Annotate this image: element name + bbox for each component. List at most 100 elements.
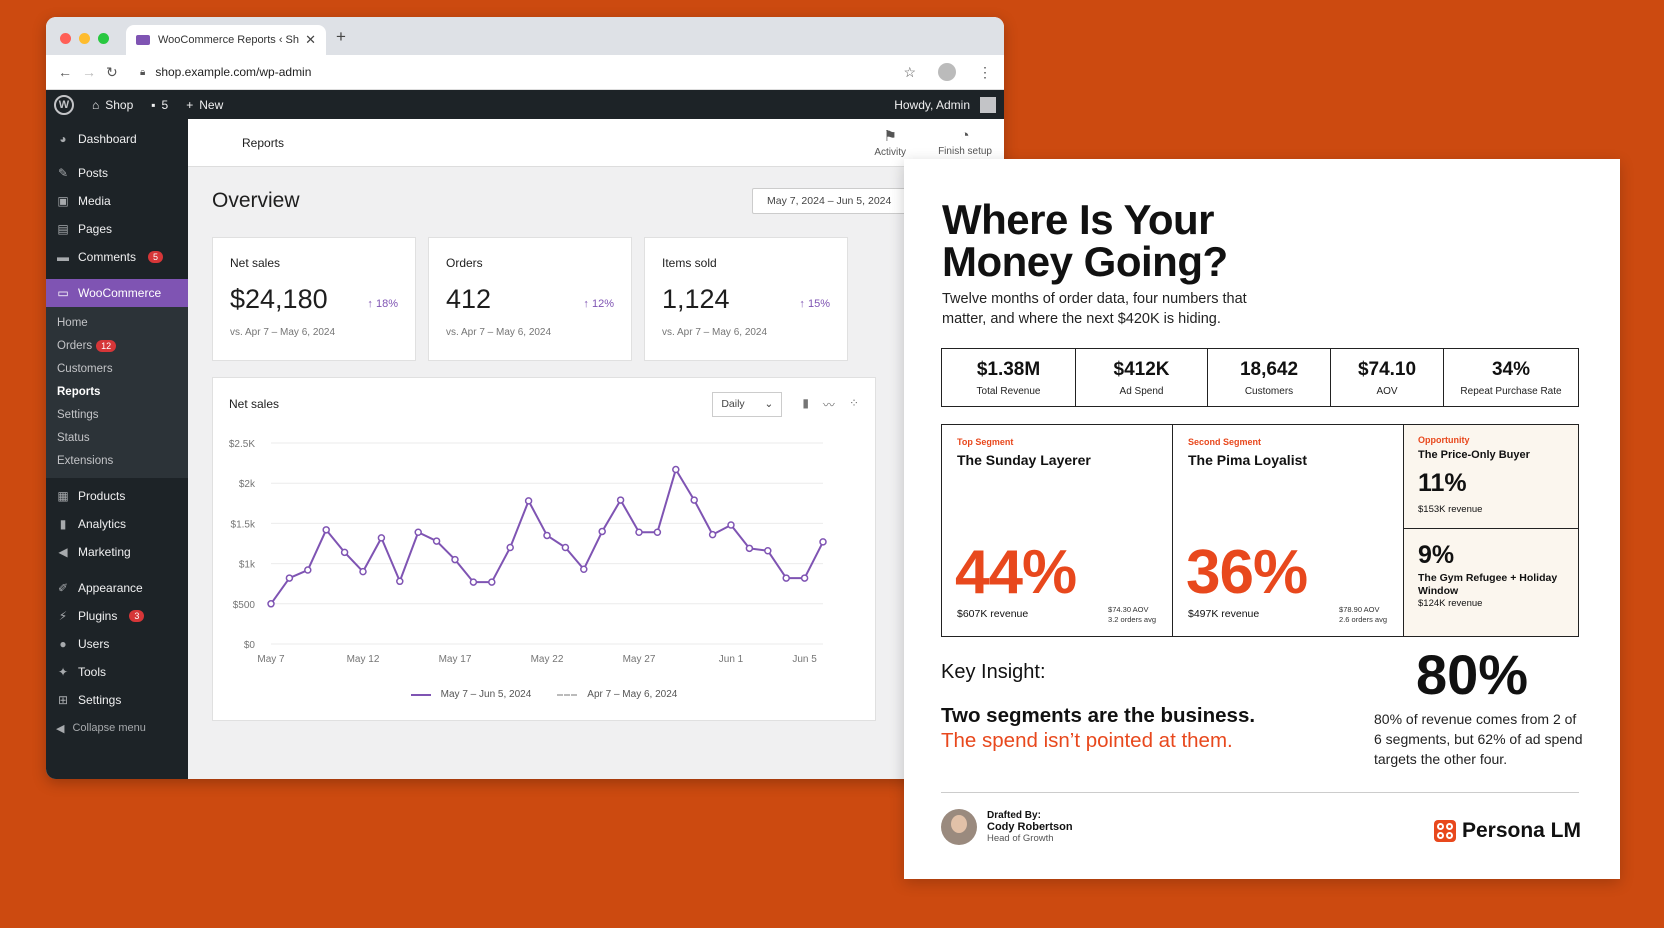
- sidebar-item-label: Comments: [78, 250, 137, 264]
- forward-icon[interactable]: →: [82, 64, 96, 80]
- author-block: Drafted By: Cody Robertson Head of Growt…: [941, 809, 1073, 845]
- submenu-settings[interactable]: Settings: [46, 403, 188, 426]
- segment-orders: 2.6 orders avg: [1339, 615, 1387, 624]
- submenu-customers[interactable]: Customers: [46, 357, 188, 380]
- media-icon: ▣: [57, 194, 69, 208]
- drafted-by-label: Drafted By:: [987, 810, 1041, 821]
- card-delta-value: 12%: [591, 298, 614, 310]
- legend-swatch: [410, 693, 431, 696]
- admin-bar-site[interactable]: ⌂ Shop: [92, 98, 133, 112]
- dashboard-icon: ◕: [59, 132, 67, 146]
- submenu-reports[interactable]: Reports: [46, 380, 188, 403]
- data-point: [616, 496, 625, 504]
- activity-button[interactable]: ⚑ Activity: [874, 127, 906, 158]
- overview-title: Overview: [212, 189, 300, 212]
- sidebar-item-marketing[interactable]: ◀ Marketing: [46, 538, 188, 566]
- sidebar-item-appearance[interactable]: ✐ Appearance: [46, 574, 188, 602]
- sidebar-item-pages[interactable]: ▤ Pages: [46, 215, 188, 243]
- wordpress-logo-icon[interactable]: W: [54, 94, 74, 115]
- data-point: [359, 567, 367, 576]
- sidebar-item-label: Media: [78, 194, 111, 208]
- submenu-extensions[interactable]: Extensions: [46, 449, 188, 472]
- card-items-sold[interactable]: Items sold 1,124 ↑ 15% vs. Apr 7 – May 6…: [644, 237, 848, 361]
- legend-previous[interactable]: Apr 7 – May 6, 2024: [557, 689, 677, 700]
- brush-icon: ✐: [57, 581, 69, 595]
- submenu-home[interactable]: Home: [46, 311, 188, 334]
- data-point: [653, 528, 662, 536]
- y-tick-label: $1k: [239, 560, 256, 571]
- segment-tag: Second Segment: [1188, 437, 1262, 447]
- flag-icon: ⚑: [883, 128, 897, 145]
- plug-icon: ⚡︎: [58, 609, 68, 623]
- minimize-window-button[interactable]: [79, 33, 90, 44]
- opportunity-revenue: $153K revenue: [1418, 504, 1483, 515]
- data-point: [819, 538, 827, 546]
- scatter-toggle-icon[interactable]: ⁘: [848, 395, 859, 410]
- sidebar-item-settings[interactable]: ⊞ Settings: [46, 686, 188, 714]
- browser-tab[interactable]: WooCommerce Reports ‹ Shop ✕: [126, 25, 326, 55]
- date-range-text: May 7, 2024 – Jun 5, 2024: [767, 195, 892, 207]
- sidebar-item-woocommerce[interactable]: ▭ WooCommerce: [46, 279, 188, 307]
- admin-sidebar: ◕ Dashboard ✎ Posts ▣ Media ▤ Pages ▬ Co…: [46, 119, 188, 779]
- data-point: [764, 546, 772, 555]
- sidebar-item-users[interactable]: ● Users: [46, 630, 188, 658]
- interval-select[interactable]: Daily ⌄: [712, 391, 783, 417]
- browser-menu-icon[interactable]: ⋮: [978, 63, 992, 80]
- sidebar-item-tools[interactable]: ✦ Tools: [46, 658, 188, 686]
- card-orders[interactable]: Orders 412 ↑ 12% vs. Apr 7 – May 6, 2024: [428, 237, 632, 361]
- data-point: [488, 578, 496, 586]
- admin-bar-account[interactable]: Howdy, Admin: [894, 96, 996, 113]
- user-avatar: [980, 96, 996, 113]
- sidebar-item-products[interactable]: ▦ Products: [46, 482, 188, 510]
- submenu-orders[interactable]: Orders 12: [46, 334, 188, 357]
- back-icon[interactable]: ←: [58, 64, 72, 80]
- summary-cards: Net sales $24,180 ↑ 18% vs. Apr 7 – May …: [212, 237, 848, 361]
- new-tab-icon[interactable]: +: [336, 27, 346, 46]
- profile-avatar[interactable]: [938, 63, 956, 81]
- report-panel: Where Is Your Money Going? Twelve months…: [904, 159, 1620, 879]
- brand-name: Persona LM: [1461, 819, 1581, 842]
- sidebar-item-analytics[interactable]: ▮ Analytics: [46, 510, 188, 538]
- segment-orders: 3.2 orders avg: [1108, 615, 1156, 624]
- admin-bar-comments[interactable]: ▪ 5: [151, 98, 168, 112]
- segment-meta: $78.90 AOV 2.6 orders avg: [1339, 605, 1387, 625]
- lock-icon: 🔒︎: [140, 66, 146, 78]
- site-name: Shop: [105, 97, 134, 112]
- sidebar-item-plugins[interactable]: ⚡︎ Plugins 3: [46, 602, 188, 630]
- sidebar-item-posts[interactable]: ✎ Posts: [46, 159, 188, 187]
- stat-label: Ad Spend: [1119, 385, 1164, 397]
- reload-icon[interactable]: ↻: [106, 63, 118, 80]
- url-field[interactable]: 🔒︎ shop.example.com/wp-admin: [140, 65, 903, 79]
- sidebar-item-dashboard[interactable]: ◕ Dashboard: [46, 125, 188, 153]
- net-sales-chart-card: Net sales Daily ⌄ ▮ 〰 ⁘ $0 $500 $1k $1.5k $2…: [212, 377, 876, 721]
- insight-label: Key Insight:: [941, 661, 1046, 683]
- bar-chart-toggle-icon[interactable]: ▮: [802, 395, 809, 410]
- data-point: [267, 600, 275, 608]
- sidebar-item-label: Appearance: [78, 581, 143, 595]
- sidebar-item-comments[interactable]: ▬ Comments 5: [46, 243, 188, 271]
- new-label: New: [199, 97, 224, 112]
- y-tick-label: $1.5k: [231, 519, 256, 530]
- card-net-sales[interactable]: Net sales $24,180 ↑ 18% vs. Apr 7 – May …: [212, 237, 416, 361]
- sidebar-item-media[interactable]: ▣ Media: [46, 187, 188, 215]
- legend-current[interactable]: May 7 – Jun 5, 2024: [410, 689, 531, 700]
- submenu-status[interactable]: Status: [46, 426, 188, 449]
- admin-bar-new[interactable]: + New: [186, 98, 223, 112]
- segment-tag: Top Segment: [957, 437, 1014, 447]
- close-window-button[interactable]: [60, 33, 71, 44]
- activity-label: Activity: [874, 147, 906, 158]
- pages-icon: ▤: [57, 222, 69, 236]
- close-tab-icon[interactable]: ✕: [305, 32, 316, 47]
- collapse-menu-button[interactable]: ◀ Collapse menu: [46, 714, 188, 742]
- line-chart-toggle-icon[interactable]: 〰: [822, 397, 835, 412]
- stat-label: AOV: [1376, 385, 1398, 397]
- persona-logo-icon: [1433, 820, 1456, 842]
- maximize-window-button[interactable]: [98, 33, 109, 44]
- bookmark-star-icon[interactable]: ☆: [903, 63, 916, 80]
- report-title-line: Where Is Your: [942, 196, 1215, 243]
- address-bar: ← → ↻ 🔒︎ shop.example.com/wp-admin ☆ ⋮: [46, 55, 1004, 90]
- finish-setup-label: Finish setup: [938, 146, 992, 157]
- woo-favicon-icon: [136, 35, 150, 45]
- card-compare: vs. Apr 7 – May 6, 2024: [230, 327, 336, 338]
- finish-setup-button[interactable]: ◔ Finish setup: [938, 127, 992, 157]
